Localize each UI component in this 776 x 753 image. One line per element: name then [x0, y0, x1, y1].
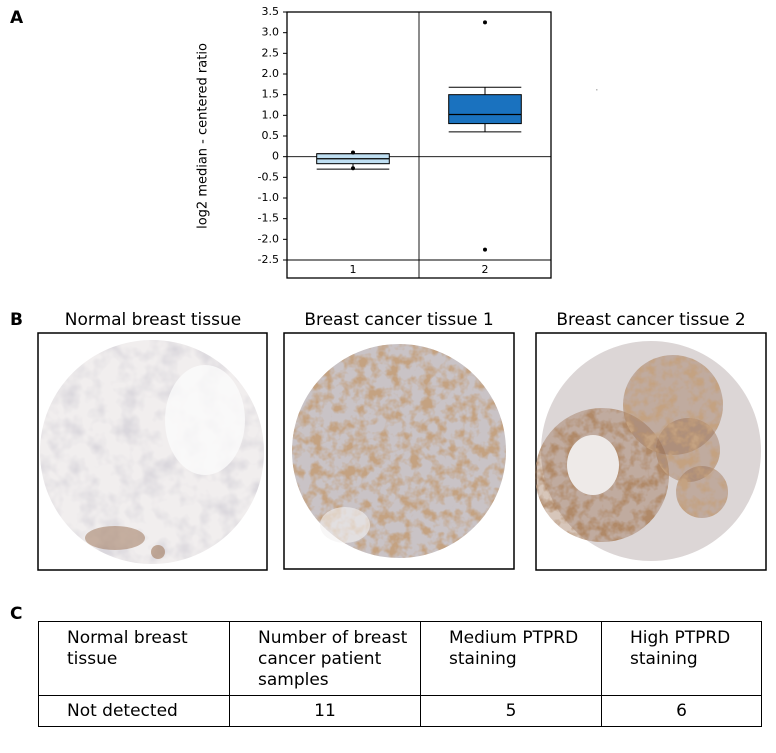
- y-tick-label: 1.5: [262, 88, 280, 101]
- y-tick-label: 0: [272, 150, 279, 163]
- results-table: Normal breast tissue Number of breast ca…: [38, 621, 762, 727]
- y-axis-label: log2 median - centered ratio: [196, 43, 211, 229]
- y-tick-label: -1.5: [258, 212, 279, 225]
- outlier: [483, 247, 487, 252]
- y-tick-label: -1.0: [258, 191, 279, 204]
- outlier: [351, 150, 355, 155]
- table-header: Medium PTPRD staining: [420, 621, 602, 696]
- y-tick-label: 3.5: [262, 5, 280, 18]
- y-tick-label: -2.0: [258, 232, 279, 245]
- tissue-image: [283, 332, 515, 570]
- y-tick-label: -0.5: [258, 170, 279, 183]
- table-header: Number of breast cancer patient samples: [229, 621, 421, 696]
- y-tick-label: 1.0: [262, 108, 280, 121]
- table-header: Normal breast tissue: [38, 621, 230, 696]
- table-cell: Not detected: [38, 695, 230, 727]
- panel-label: B: [10, 310, 23, 330]
- image-title: Breast cancer tissue 2: [556, 310, 745, 330]
- table-cell: 6: [601, 695, 762, 727]
- image-title: Breast cancer tissue 1: [304, 310, 493, 330]
- tissue-image: [37, 332, 268, 571]
- box-plot: 3.5 3.0 2.5 2.0 1.5 1.0 0.5 0 -0.5 -1.0 -1.5 -2.0 -2…: [196, 5, 552, 279]
- y-tick-label: 3.0: [262, 26, 280, 39]
- panel-label: A: [10, 8, 24, 28]
- table-cell: 5: [420, 695, 602, 727]
- tissue-image: [535, 332, 767, 571]
- y-tick-label: 2.0: [262, 67, 280, 80]
- panel-label: C: [10, 604, 22, 624]
- y-tick-label: 0.5: [262, 129, 280, 142]
- speck: [596, 89, 598, 91]
- table-header: High PTPRD staining: [601, 621, 762, 696]
- x-tick-label: 1: [350, 263, 357, 276]
- outlier: [483, 20, 487, 25]
- x-tick-label: 2: [482, 263, 489, 276]
- image-title: Normal breast tissue: [65, 310, 241, 330]
- y-tick-label: 2.5: [262, 46, 280, 59]
- y-tick-label: -2.5: [258, 253, 279, 266]
- table-cell: 11: [229, 695, 421, 727]
- box: [448, 94, 522, 125]
- outlier: [351, 166, 355, 171]
